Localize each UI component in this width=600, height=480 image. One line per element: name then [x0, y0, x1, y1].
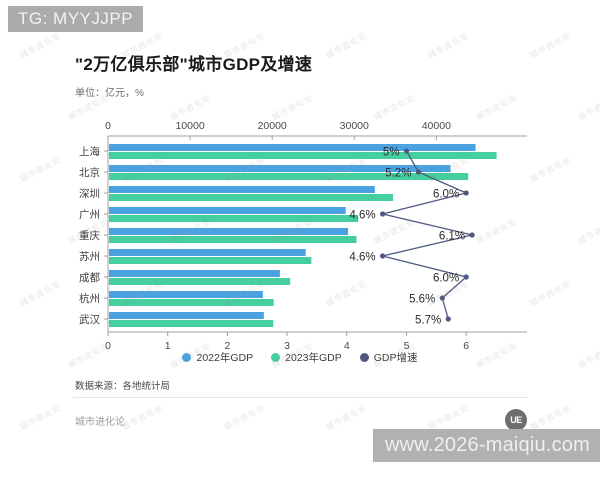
category-label: 苏州 [79, 250, 100, 263]
legend-item[interactable]: GDP增速 [359, 350, 418, 365]
legend-item-label: 2023年GDP [285, 352, 342, 364]
bottom-axis-tick-label: 6 [463, 340, 469, 352]
bar-gdp-2023[interactable] [109, 173, 469, 180]
top-axis-tick-label: 20000 [258, 120, 287, 132]
legend-item-label: 2022年GDP [196, 352, 254, 364]
growth-value-label: 6.0% [433, 273, 459, 285]
category-label: 武汉 [79, 313, 100, 326]
telegram-handle-badge: TG: MYYJJPP [8, 6, 144, 32]
chart-legend: 2022年GDP 2023年GDP GDP增速 [55, 350, 545, 365]
bottom-axis-tick-label: 1 [165, 340, 171, 352]
category-label: 北京 [79, 166, 100, 179]
growth-value-label: 5.7% [415, 315, 441, 327]
growth-point[interactable] [380, 211, 386, 217]
bar-gdp-2022[interactable] [109, 249, 306, 256]
bottom-axis-tick-label: 5 [404, 340, 410, 352]
footer-divider [73, 397, 528, 398]
bar-gdp-2022[interactable] [109, 228, 349, 235]
brand-label: 城市进化论 [75, 417, 125, 428]
bar-gdp-2023[interactable] [109, 152, 497, 159]
bar-gdp-2022[interactable] [109, 207, 346, 214]
bar-gdp-2023[interactable] [109, 257, 312, 264]
legend-item-label: GDP增速 [373, 352, 418, 364]
bar-gdp-2023[interactable] [109, 278, 291, 285]
site-url-watermark: www.2026-maiqiu.com [373, 429, 600, 462]
diagonal-watermark: 城市进化论 [576, 92, 600, 123]
top-axis-tick-label: 10000 [175, 120, 204, 132]
top-axis-tick-label: 0 [105, 120, 111, 132]
chart-plot-area: 0 10000 20000 30000 40000 0 1 2 3 4 5 6 上海北京深圳广州重庆苏州… [55, 104, 545, 359]
circle-dot-icon [271, 353, 281, 362]
growth-value-label: 6.1% [439, 231, 465, 243]
bar-gdp-2023[interactable] [109, 194, 394, 201]
bar-gdp-2023[interactable] [109, 320, 274, 327]
growth-point[interactable] [463, 190, 469, 196]
bar-gdp-2022[interactable] [109, 165, 451, 172]
bar-gdp-2022[interactable] [109, 186, 375, 193]
legend-item[interactable]: 2023年GDP [271, 350, 342, 365]
category-label: 重庆 [79, 229, 100, 242]
growth-point[interactable] [380, 253, 386, 259]
bottom-axis-tick-label: 2 [224, 340, 230, 352]
growth-value-label: 6.0% [433, 189, 459, 201]
growth-point[interactable] [445, 316, 451, 322]
chart-card: "2万亿俱乐部"城市GDP及增速 单位：亿元，% 0 10000 20000 3000… [55, 34, 545, 434]
data-source-label: 数据来源：各地统计局 [75, 381, 171, 392]
growth-point[interactable] [469, 232, 475, 238]
chart-unit-label: 单位：亿元，% [75, 88, 144, 99]
growth-point[interactable] [403, 148, 410, 154]
bar-gdp-2022[interactable] [109, 270, 280, 277]
top-axis-tick-label: 30000 [340, 120, 369, 132]
growth-point[interactable] [415, 169, 422, 175]
circle-dot-icon [182, 353, 192, 362]
growth-value-label: 5.6% [409, 294, 435, 306]
category-label: 杭州 [79, 292, 100, 305]
bar-gdp-2022[interactable] [109, 291, 263, 298]
top-axis-tick-label: 40000 [422, 120, 451, 132]
growth-point[interactable] [439, 295, 445, 301]
growth-value-label: 5.2% [385, 168, 411, 180]
category-label: 广州 [79, 209, 100, 221]
gdp-bar-line-chart: 0 10000 20000 30000 40000 0 1 2 3 4 5 6 上海北京深圳广州重庆苏州… [79, 120, 527, 352]
chart-footer: 城市进化论 UE [55, 409, 545, 437]
legend-item[interactable]: 2022年GDP [182, 350, 253, 365]
growth-point[interactable] [463, 274, 469, 280]
growth-value-label: 4.6% [349, 252, 375, 264]
bar-gdp-2023[interactable] [109, 215, 359, 222]
bottom-axis-tick-label: 0 [105, 340, 111, 352]
bottom-axis-tick-label: 4 [344, 340, 350, 352]
diagonal-watermark: 城市进化论 [576, 216, 600, 247]
category-label: 成都 [79, 272, 100, 284]
bar-gdp-2022[interactable] [109, 312, 264, 319]
category-label: 上海 [79, 145, 100, 158]
circle-dot-icon [359, 353, 369, 362]
growth-value-label: 5% [383, 147, 400, 159]
bar-gdp-2023[interactable] [109, 299, 274, 306]
bar-gdp-2023[interactable] [109, 236, 357, 243]
bottom-axis-tick-label: 3 [284, 340, 290, 352]
diagonal-watermark: 城市进化论 [576, 340, 600, 371]
category-label: 深圳 [79, 188, 100, 200]
growth-value-label: 4.6% [349, 210, 375, 222]
page-title: "2万亿俱乐部"城市GDP及增速 [75, 55, 313, 74]
bar-gdp-2022[interactable] [109, 144, 476, 151]
brand-logo-icon: UE [505, 409, 527, 431]
